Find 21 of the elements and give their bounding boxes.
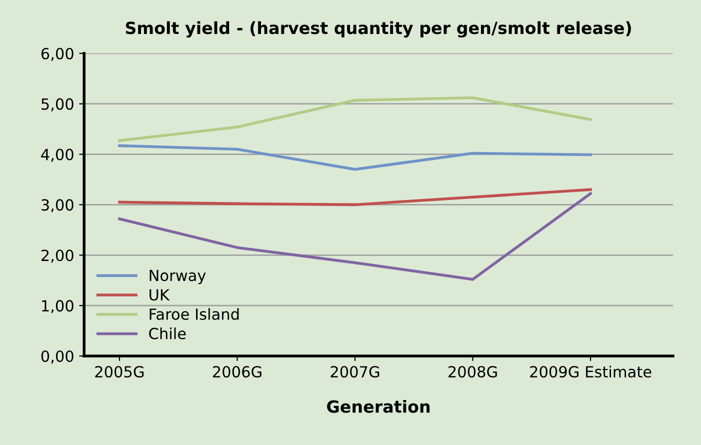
y-tick-label: 1,00 (42, 300, 74, 314)
x-axis-title: Generation (327, 400, 430, 413)
legend-label: Norway (150, 270, 206, 284)
y-tick-label: 0,00 (41, 350, 74, 364)
x-tick-label: 2008G (448, 366, 497, 378)
x-tick-label: 2007G (330, 366, 380, 378)
y-tick-label: 6,00 (41, 48, 74, 61)
line-series (118, 188, 592, 206)
y-tick-label: 3,00 (42, 199, 74, 212)
line-series (118, 96, 592, 142)
chart-title: Smolt yield - (harvest quantity per gen/smolt release) (126, 21, 631, 38)
legend-label: Chile (149, 327, 186, 340)
x-tick-label: 2009G Estimate (530, 366, 652, 378)
x-tick-label: 2006G (212, 366, 262, 378)
line-series (118, 144, 592, 171)
y-tick-label: 2,00 (42, 250, 74, 263)
legend-label: UK (150, 289, 170, 301)
x-tick-label: 2005G (95, 366, 144, 378)
y-tick-label: 4,00 (41, 148, 74, 162)
legend-label: Faroe Island (150, 308, 239, 320)
y-tick-label: 5,00 (42, 98, 74, 112)
